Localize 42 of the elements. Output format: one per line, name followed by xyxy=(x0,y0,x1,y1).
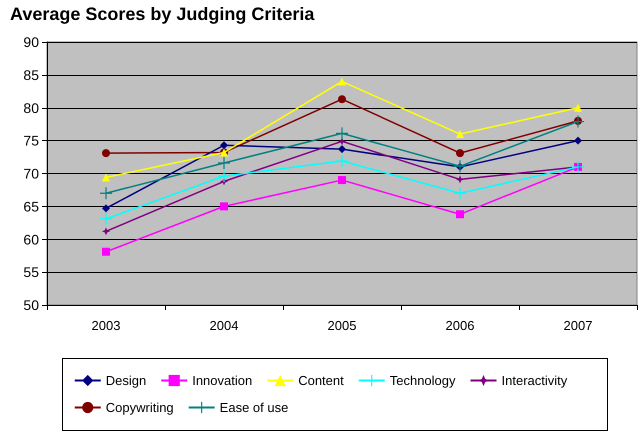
chart-title: Average Scores by Judging Criteria xyxy=(10,4,316,24)
legend-label: Ease of use xyxy=(220,400,288,415)
point xyxy=(454,160,466,172)
y-tick-label: 60 xyxy=(23,231,40,248)
point xyxy=(100,187,112,200)
point xyxy=(456,210,464,218)
y-tick-label: 70 xyxy=(23,166,40,182)
point xyxy=(102,173,110,182)
x-tick-label: 2005 xyxy=(328,318,356,333)
legend-label: Innovation xyxy=(192,373,252,388)
point xyxy=(574,136,582,145)
legend-label: Copywriting xyxy=(106,400,174,415)
point xyxy=(338,95,346,104)
x-tick-label: 2004 xyxy=(210,318,238,333)
point xyxy=(456,149,464,158)
point xyxy=(456,175,464,184)
y-tick-label: 80 xyxy=(23,100,40,116)
point xyxy=(338,145,346,154)
point xyxy=(338,176,346,184)
y-tick-label: 55 xyxy=(23,264,40,280)
y-tick-label: 85 xyxy=(23,66,40,83)
point xyxy=(338,77,346,86)
legend-label: Technology xyxy=(390,373,456,388)
y-tick-label: 50 xyxy=(23,297,40,313)
point xyxy=(102,248,110,256)
point xyxy=(102,204,110,212)
point xyxy=(102,149,110,158)
point xyxy=(220,141,228,150)
point xyxy=(102,227,110,236)
x-tick-label: 2003 xyxy=(92,318,120,333)
y-tick-label: 90 xyxy=(23,34,40,50)
point xyxy=(454,187,466,200)
legend-label: Content xyxy=(298,373,344,388)
legend-label: Interactivity xyxy=(502,373,568,388)
legend-label: Design xyxy=(106,373,146,388)
y-tick-label: 75 xyxy=(23,132,40,149)
y-tick-label: 65 xyxy=(23,198,40,214)
point xyxy=(574,104,582,112)
point xyxy=(456,130,464,138)
x-tick-label: 2007 xyxy=(564,318,592,333)
point xyxy=(220,202,228,210)
x-tick-label: 2006 xyxy=(446,318,474,333)
